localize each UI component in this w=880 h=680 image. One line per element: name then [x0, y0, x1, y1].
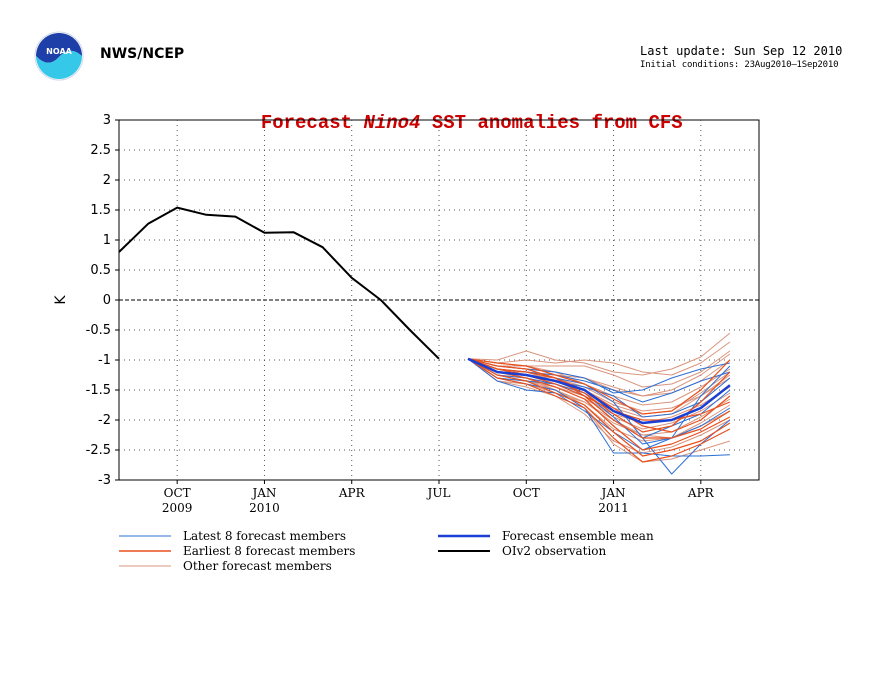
earliest-member-line	[467, 358, 731, 439]
y-tick-label: 0	[103, 293, 111, 308]
other-member-line	[468, 341, 731, 376]
y-axis-label: K	[53, 295, 69, 305]
chart-title: Forecast Nino4 SST anomalies from CFS	[238, 90, 683, 134]
x-tick-label: JAN	[600, 486, 626, 500]
other-member-line	[468, 332, 731, 376]
chart-title-prefix: Forecast	[260, 112, 364, 134]
ensemble-mean-line	[467, 357, 731, 425]
legend-label-earliest: Earliest 8 forecast members	[183, 544, 355, 558]
chart-title-suffix: SST anomalies from CFS	[420, 112, 683, 134]
earliest-member-line	[467, 358, 731, 463]
legend-label-latest: Latest 8 forecast members	[183, 529, 346, 543]
y-tick-label: 1.5	[90, 203, 111, 218]
earliest-member-line	[468, 358, 731, 415]
y-tick-label: -1.5	[86, 383, 111, 398]
x-tick-label: JAN	[250, 486, 276, 500]
logo-text: NOAA	[46, 47, 72, 56]
initial-conditions-text: Initial conditions: 23Aug2010–1Sep2010	[640, 60, 839, 70]
chart-title-italic: Nino4	[363, 112, 421, 134]
earliest-member-line	[467, 358, 731, 457]
legend-label-observation: OIv2 observation	[502, 544, 607, 558]
y-tick-label: 3	[103, 113, 111, 128]
x-tick-label: APR	[687, 486, 715, 500]
earliest-member-line	[467, 358, 731, 451]
x-tick-label: APR	[338, 486, 366, 500]
legend-label-other: Other forecast members	[183, 559, 332, 573]
grid-layer	[118, 119, 760, 481]
x-tick-year-label: 2010	[249, 501, 280, 515]
other-member-line	[467, 350, 731, 388]
y-tick-label: -3	[98, 473, 111, 488]
latest-member-line	[467, 358, 731, 451]
y-tick-label: 2	[103, 173, 111, 188]
x-tick-year-label: 2009	[162, 501, 193, 515]
y-tick-label: -0.5	[86, 323, 111, 338]
axis-layer: 32.521.510.50-0.5-1-1.5-2-2.5-3OCT2009JA…	[53, 113, 715, 515]
y-tick-label: -2.5	[86, 443, 111, 458]
y-tick-label: 1	[103, 233, 111, 248]
x-tick-label: JUL	[426, 486, 451, 500]
last-update-text: Last update: Sun Sep 12 2010	[640, 44, 843, 58]
other-member-line	[467, 358, 731, 454]
legend-label-mean: Forecast ensemble mean	[502, 529, 654, 543]
noaa-logo: NOAA	[34, 31, 84, 81]
observation-line	[118, 206, 440, 360]
org-label: NWS/NCEP	[100, 46, 185, 62]
series-layer	[118, 206, 731, 475]
y-tick-label: 0.5	[90, 263, 111, 278]
x-tick-label: OCT	[513, 486, 540, 500]
y-tick-label: 2.5	[90, 143, 111, 158]
y-tick-label: -1	[98, 353, 111, 368]
y-tick-label: -2	[98, 413, 111, 428]
x-tick-year-label: 2011	[598, 501, 629, 515]
x-tick-label: OCT	[164, 486, 191, 500]
